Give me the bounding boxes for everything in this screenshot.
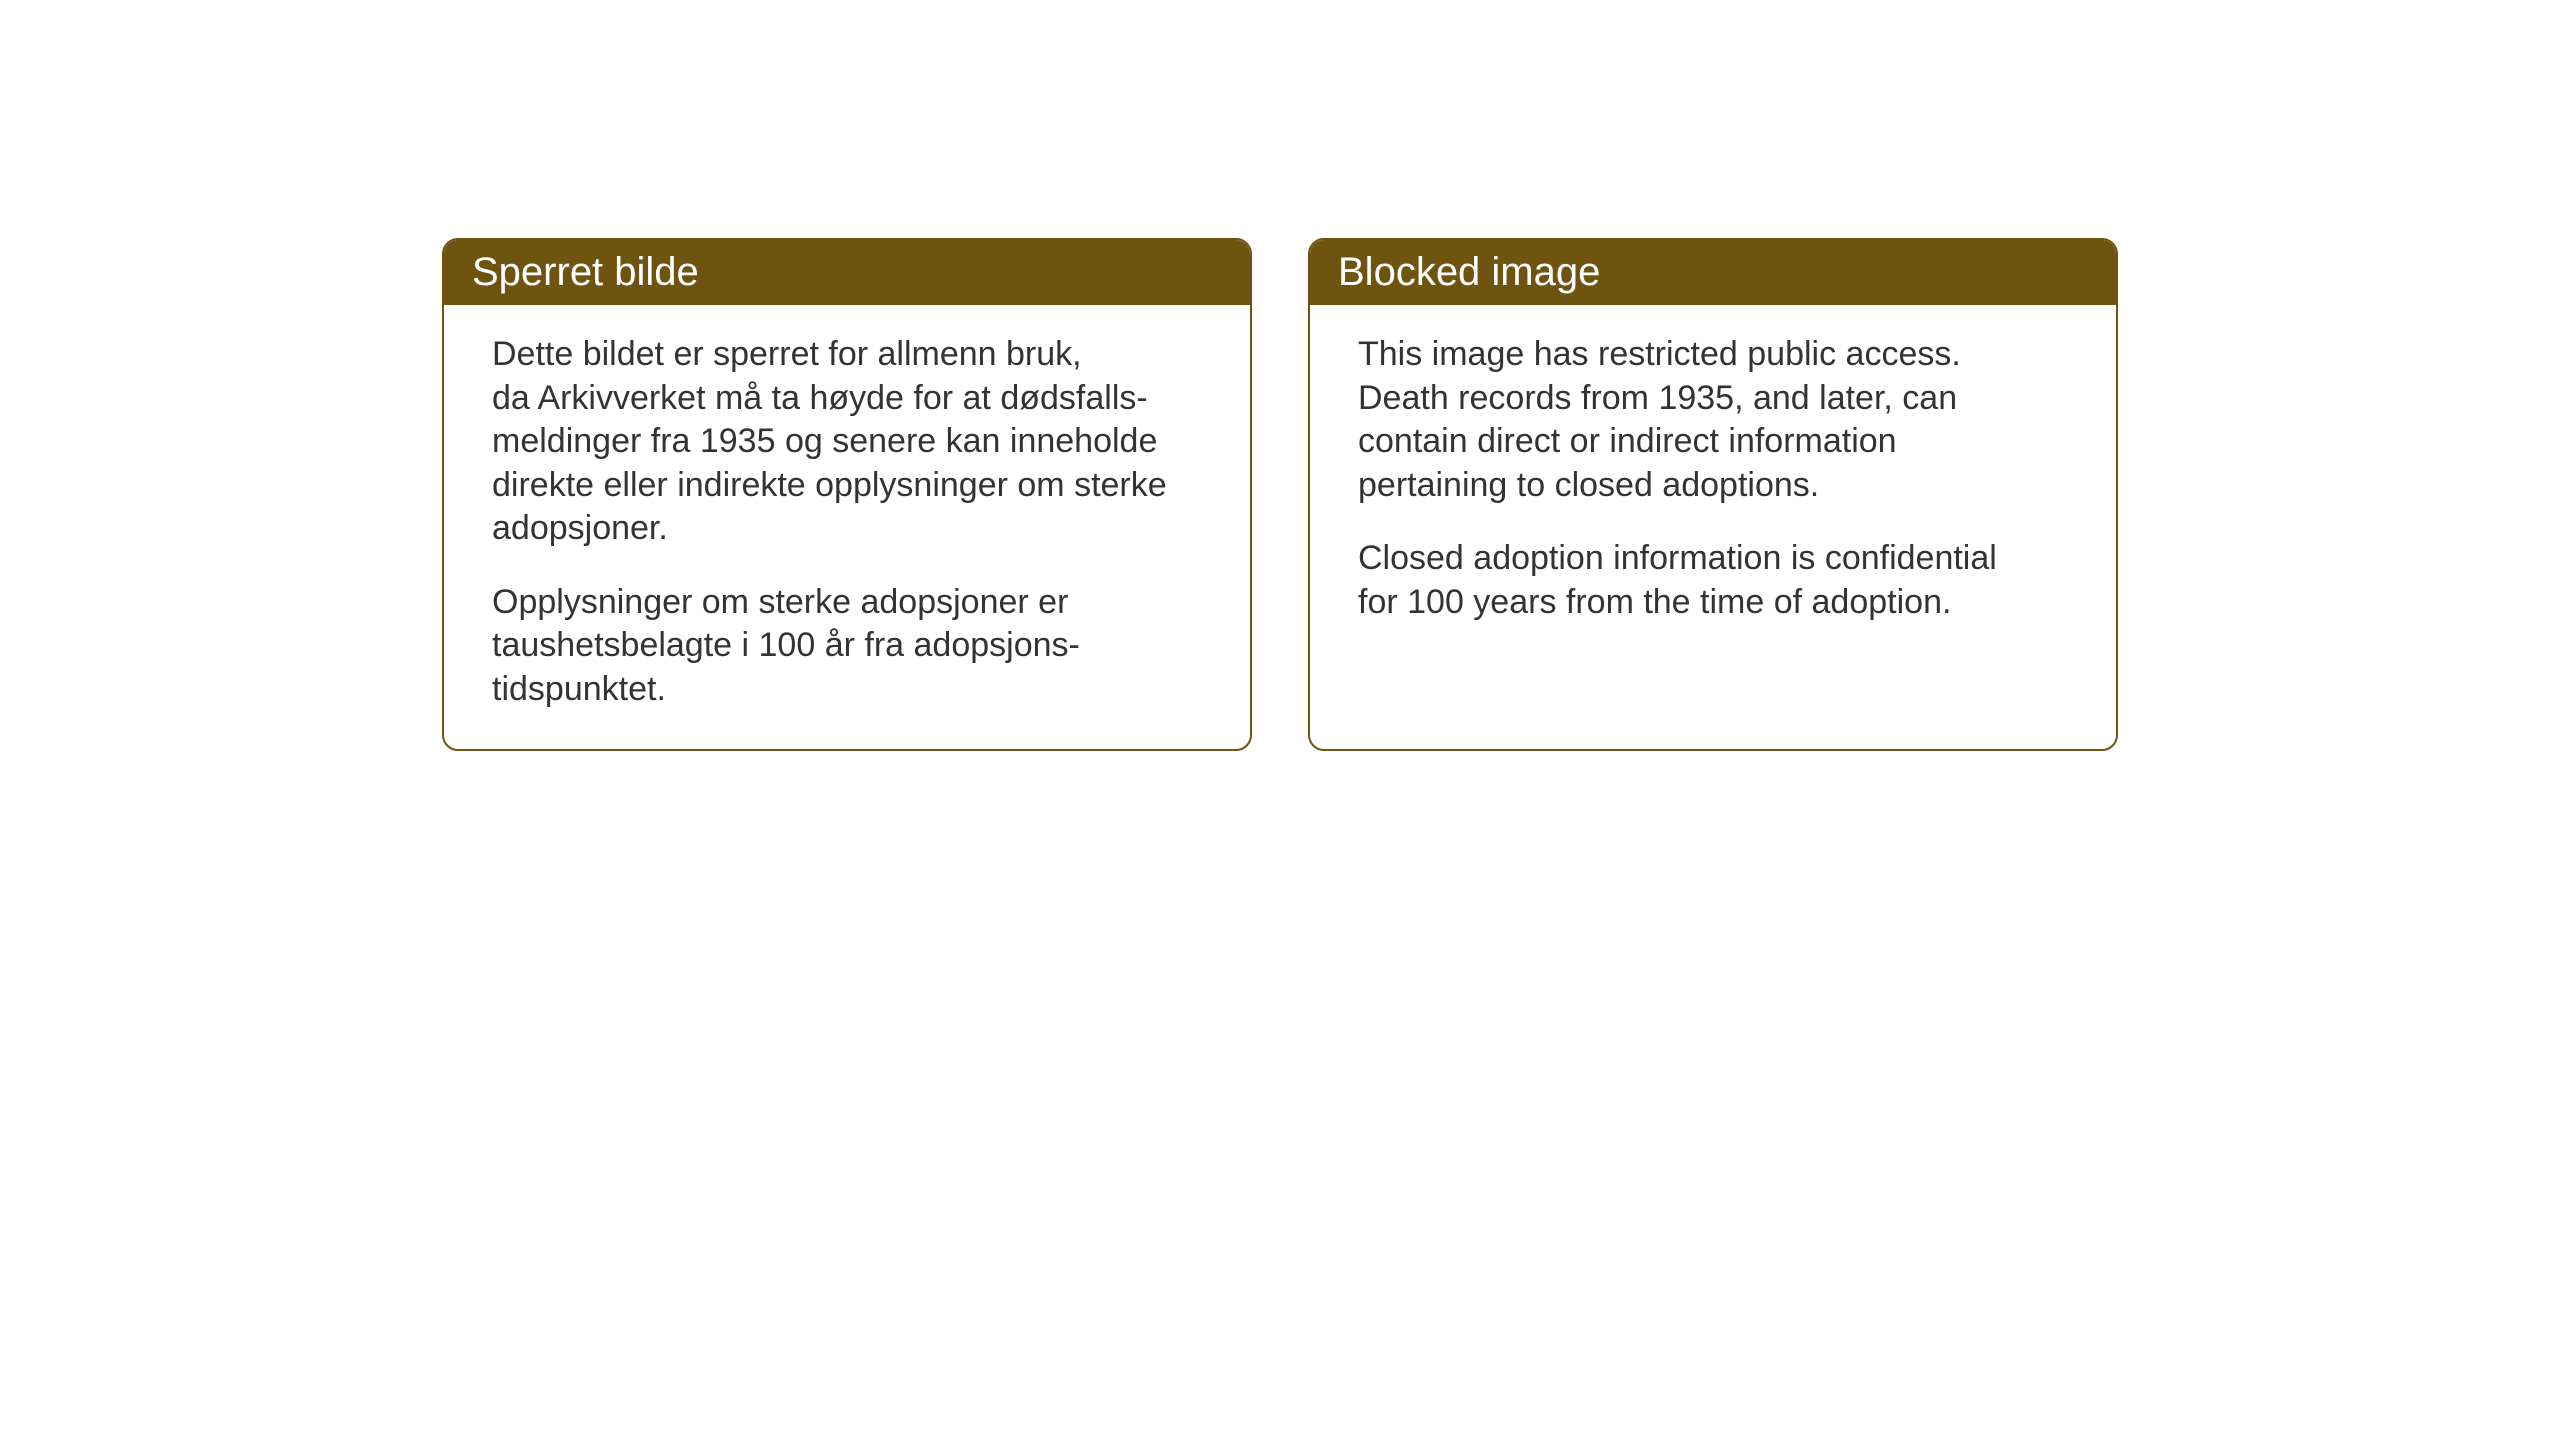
card-header: Sperret bilde — [444, 240, 1250, 305]
card-title: Sperret bilde — [472, 250, 699, 294]
card-paragraph-1: Dette bildet er sperret for allmenn bruk… — [492, 333, 1202, 551]
card-header: Blocked image — [1310, 240, 2116, 305]
card-paragraph-2: Closed adoption information is confident… — [1358, 537, 2068, 624]
card-body: Dette bildet er sperret for allmenn bruk… — [444, 305, 1250, 749]
notice-card-english: Blocked image This image has restricted … — [1308, 238, 2118, 751]
card-paragraph-2: Opplysninger om sterke adopsjoner er tau… — [492, 581, 1202, 712]
notice-card-norwegian: Sperret bilde Dette bildet er sperret fo… — [442, 238, 1252, 751]
card-title: Blocked image — [1338, 250, 1600, 294]
notice-container: Sperret bilde Dette bildet er sperret fo… — [442, 238, 2118, 751]
card-body: This image has restricted public access.… — [1310, 305, 2116, 662]
card-paragraph-1: This image has restricted public access.… — [1358, 333, 2068, 507]
